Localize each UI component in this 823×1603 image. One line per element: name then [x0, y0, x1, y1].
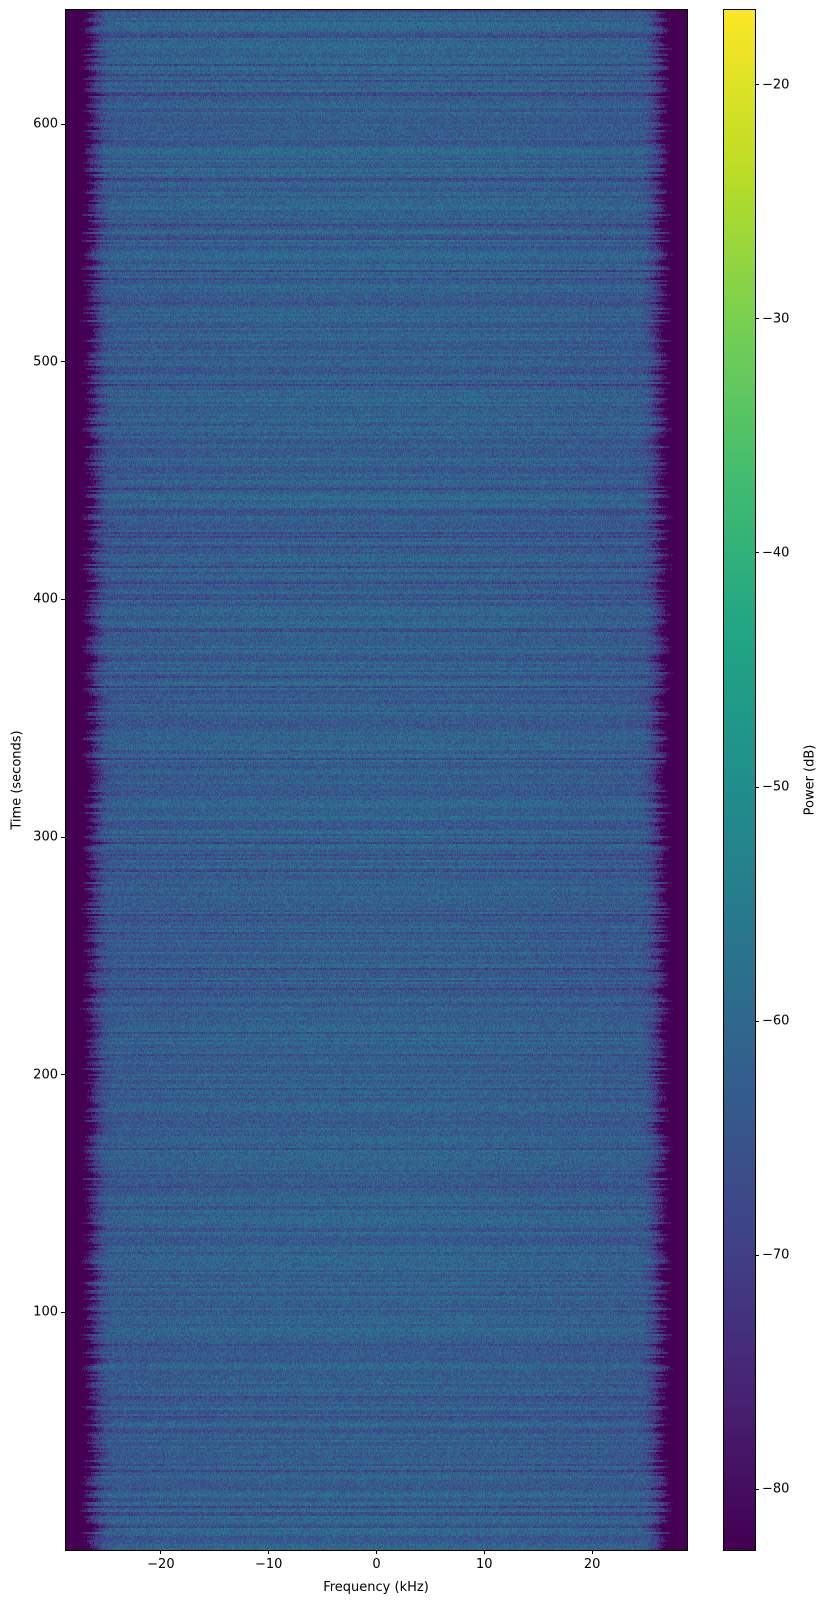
y-axis-label: Time (seconds) — [9, 730, 25, 830]
x-tick-label: 10 — [476, 1557, 493, 1572]
y-tick-mark — [61, 598, 65, 600]
colorbar-tick-mark — [755, 318, 759, 320]
colorbar-gradient — [724, 10, 755, 1550]
spectrogram-plot-area — [65, 9, 688, 1551]
colorbar-tick-mark — [755, 786, 759, 788]
y-tick-label: 200 — [33, 1067, 58, 1083]
x-tick-label: 0 — [372, 1557, 381, 1572]
plot-frame — [65, 9, 688, 1551]
y-tick-label: 500 — [33, 354, 58, 370]
x-tick-mark — [376, 1550, 377, 1554]
x-axis-label: Frequency (kHz) — [323, 1580, 429, 1595]
x-tick-label: 20 — [583, 1557, 601, 1572]
colorbar-tick-label: −70 — [762, 1247, 790, 1263]
x-tick-mark — [591, 1550, 593, 1554]
colorbar-tick-mark — [755, 552, 759, 554]
y-tick-label: 100 — [33, 1304, 58, 1320]
colorbar-tick-mark — [755, 1488, 759, 1490]
y-tick-label: 300 — [33, 829, 58, 845]
y-tick-mark — [61, 1074, 65, 1076]
colorbar-frame — [723, 9, 756, 1551]
colorbar-tick-label: −50 — [762, 779, 790, 795]
x-tick-mark — [268, 1550, 270, 1554]
colorbar-tick-mark — [755, 1020, 759, 1022]
y-tick-label: 600 — [33, 116, 58, 132]
colorbar-tick-label: −40 — [762, 545, 790, 561]
x-tick-label: −20 — [147, 1557, 175, 1572]
colorbar — [723, 9, 756, 1551]
x-tick-label: −10 — [254, 1557, 283, 1572]
spectrogram-heatmap — [66, 10, 687, 1550]
y-tick-mark — [61, 361, 65, 363]
y-tick-mark — [61, 123, 65, 125]
colorbar-tick-label: −80 — [762, 1481, 790, 1497]
x-tick-mark — [160, 1550, 162, 1554]
x-tick-mark — [483, 1550, 485, 1554]
colorbar-label: Power (dB) — [802, 744, 818, 816]
y-tick-label: 400 — [33, 591, 58, 607]
colorbar-tick-mark — [755, 84, 759, 86]
colorbar-tick-label: −20 — [762, 77, 790, 93]
y-tick-mark — [61, 1311, 65, 1313]
colorbar-tick-label: −30 — [762, 311, 790, 327]
y-tick-mark — [61, 836, 65, 838]
colorbar-tick-mark — [755, 1254, 759, 1256]
colorbar-tick-label: −60 — [762, 1013, 790, 1029]
